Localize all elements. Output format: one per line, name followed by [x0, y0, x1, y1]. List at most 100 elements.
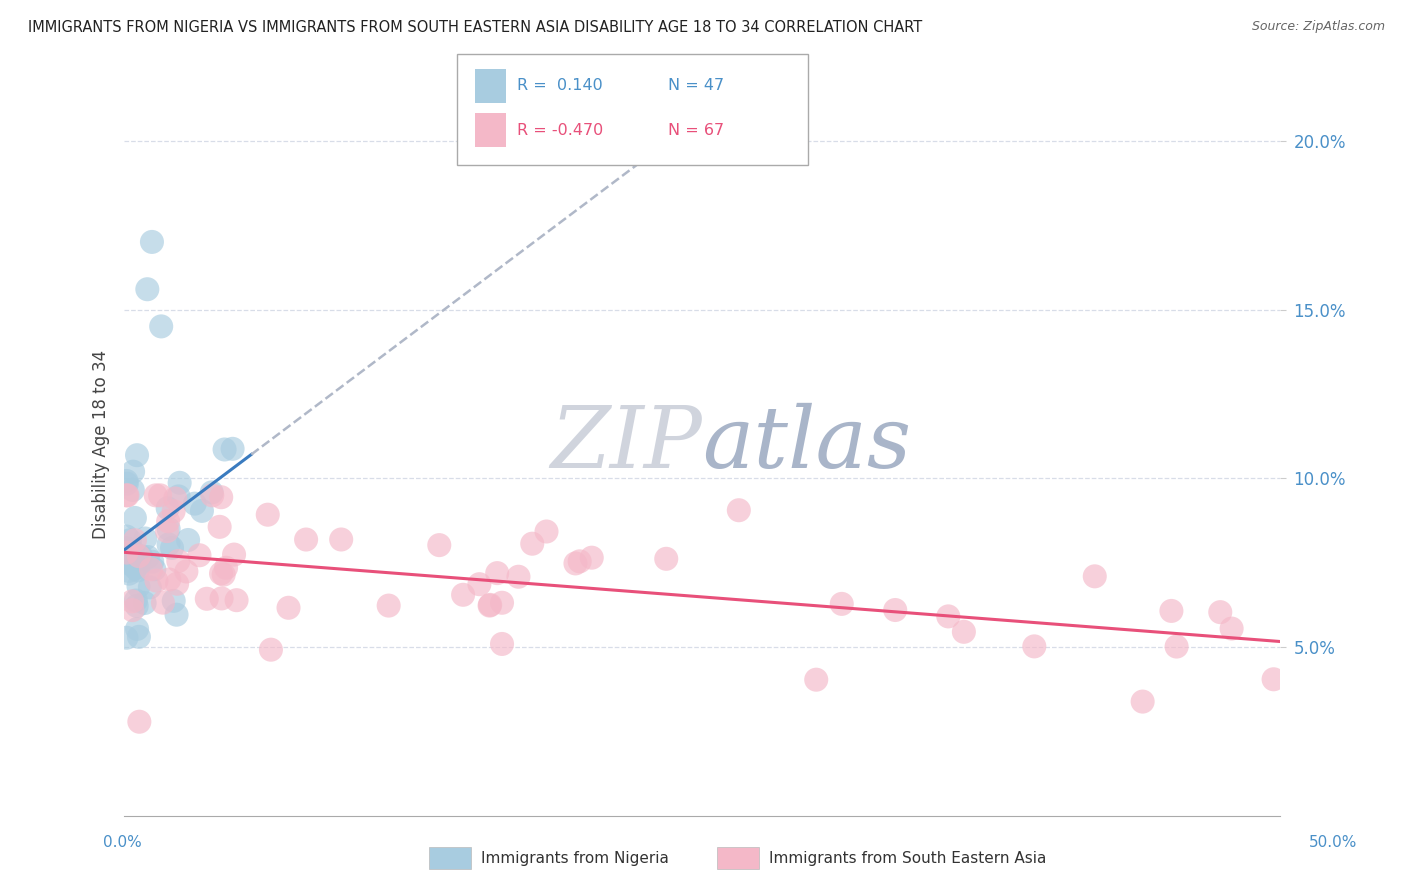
Text: 0.0%: 0.0% — [103, 836, 142, 850]
Point — [201, 485, 224, 500]
Point — [222, 548, 245, 562]
Point — [177, 533, 200, 547]
Point — [377, 599, 399, 613]
Point — [162, 504, 184, 518]
Point — [125, 599, 148, 613]
Point — [115, 545, 138, 559]
Point — [486, 566, 509, 581]
Point — [136, 282, 159, 296]
Point — [125, 559, 148, 574]
Point — [167, 554, 190, 568]
Point — [478, 599, 501, 613]
Point — [1132, 695, 1154, 709]
Point — [522, 537, 544, 551]
Point — [727, 503, 749, 517]
Point — [128, 579, 150, 593]
Point — [127, 563, 149, 577]
Y-axis label: Disability Age 18 to 34: Disability Age 18 to 34 — [93, 350, 110, 540]
Point — [124, 511, 146, 525]
Point — [225, 593, 247, 607]
Point — [451, 588, 474, 602]
Point — [201, 488, 224, 502]
Point — [211, 591, 233, 606]
Point — [118, 533, 141, 548]
Point — [936, 609, 959, 624]
Point — [184, 497, 207, 511]
Point — [139, 580, 162, 594]
Point — [115, 488, 138, 502]
Point — [115, 541, 138, 555]
Point — [191, 504, 214, 518]
Text: Source: ZipAtlas.com: Source: ZipAtlas.com — [1251, 20, 1385, 33]
Point — [156, 524, 179, 538]
Point — [209, 566, 232, 581]
Point — [188, 548, 211, 562]
Point — [115, 476, 138, 491]
Point — [468, 577, 491, 591]
Point — [508, 570, 530, 584]
Point — [121, 594, 143, 608]
Point — [277, 600, 299, 615]
Point — [256, 508, 278, 522]
Point — [118, 566, 141, 581]
Point — [208, 520, 231, 534]
Point — [129, 549, 152, 564]
Point — [214, 442, 236, 457]
Point — [260, 642, 283, 657]
Point — [581, 550, 603, 565]
Point — [195, 591, 218, 606]
Point — [536, 524, 558, 539]
Point — [295, 533, 318, 547]
Point — [152, 596, 174, 610]
Point — [169, 475, 191, 490]
Point — [491, 596, 513, 610]
Text: 50.0%: 50.0% — [1309, 836, 1357, 850]
Point — [491, 637, 513, 651]
Point — [121, 544, 143, 558]
Text: Immigrants from South Eastern Asia: Immigrants from South Eastern Asia — [769, 851, 1046, 865]
Point — [128, 549, 150, 563]
Point — [160, 541, 183, 555]
Point — [115, 631, 138, 645]
Point — [157, 522, 180, 536]
Text: R = -0.470: R = -0.470 — [517, 123, 603, 137]
Point — [139, 562, 162, 576]
Point — [124, 533, 146, 548]
Point — [212, 567, 235, 582]
Point — [215, 560, 238, 574]
Point — [134, 532, 156, 546]
Point — [122, 465, 145, 479]
Text: atlas: atlas — [702, 403, 911, 486]
Point — [831, 597, 853, 611]
Point — [141, 555, 163, 569]
Point — [157, 573, 180, 587]
Point — [145, 488, 167, 502]
Point — [165, 491, 187, 506]
Point — [1160, 604, 1182, 618]
Point — [564, 557, 586, 571]
Point — [427, 538, 450, 552]
Point — [166, 607, 188, 622]
Point — [1209, 605, 1232, 619]
Point — [150, 319, 173, 334]
Text: R =  0.140: R = 0.140 — [517, 78, 603, 93]
Point — [145, 574, 167, 588]
Point — [806, 673, 828, 687]
Point — [156, 501, 179, 516]
Point — [157, 514, 180, 528]
Text: N = 67: N = 67 — [668, 123, 724, 137]
Point — [167, 490, 190, 504]
Point — [124, 561, 146, 575]
Point — [117, 564, 139, 578]
Point — [134, 596, 156, 610]
Point — [143, 562, 166, 576]
Point — [330, 533, 353, 547]
Point — [1024, 640, 1046, 654]
Point — [166, 576, 188, 591]
Text: IMMIGRANTS FROM NIGERIA VS IMMIGRANTS FROM SOUTH EASTERN ASIA DISABILITY AGE 18 : IMMIGRANTS FROM NIGERIA VS IMMIGRANTS FR… — [28, 20, 922, 35]
Point — [125, 622, 148, 636]
Point — [115, 529, 138, 543]
Point — [149, 488, 172, 502]
Point — [125, 448, 148, 462]
Point — [176, 565, 198, 579]
